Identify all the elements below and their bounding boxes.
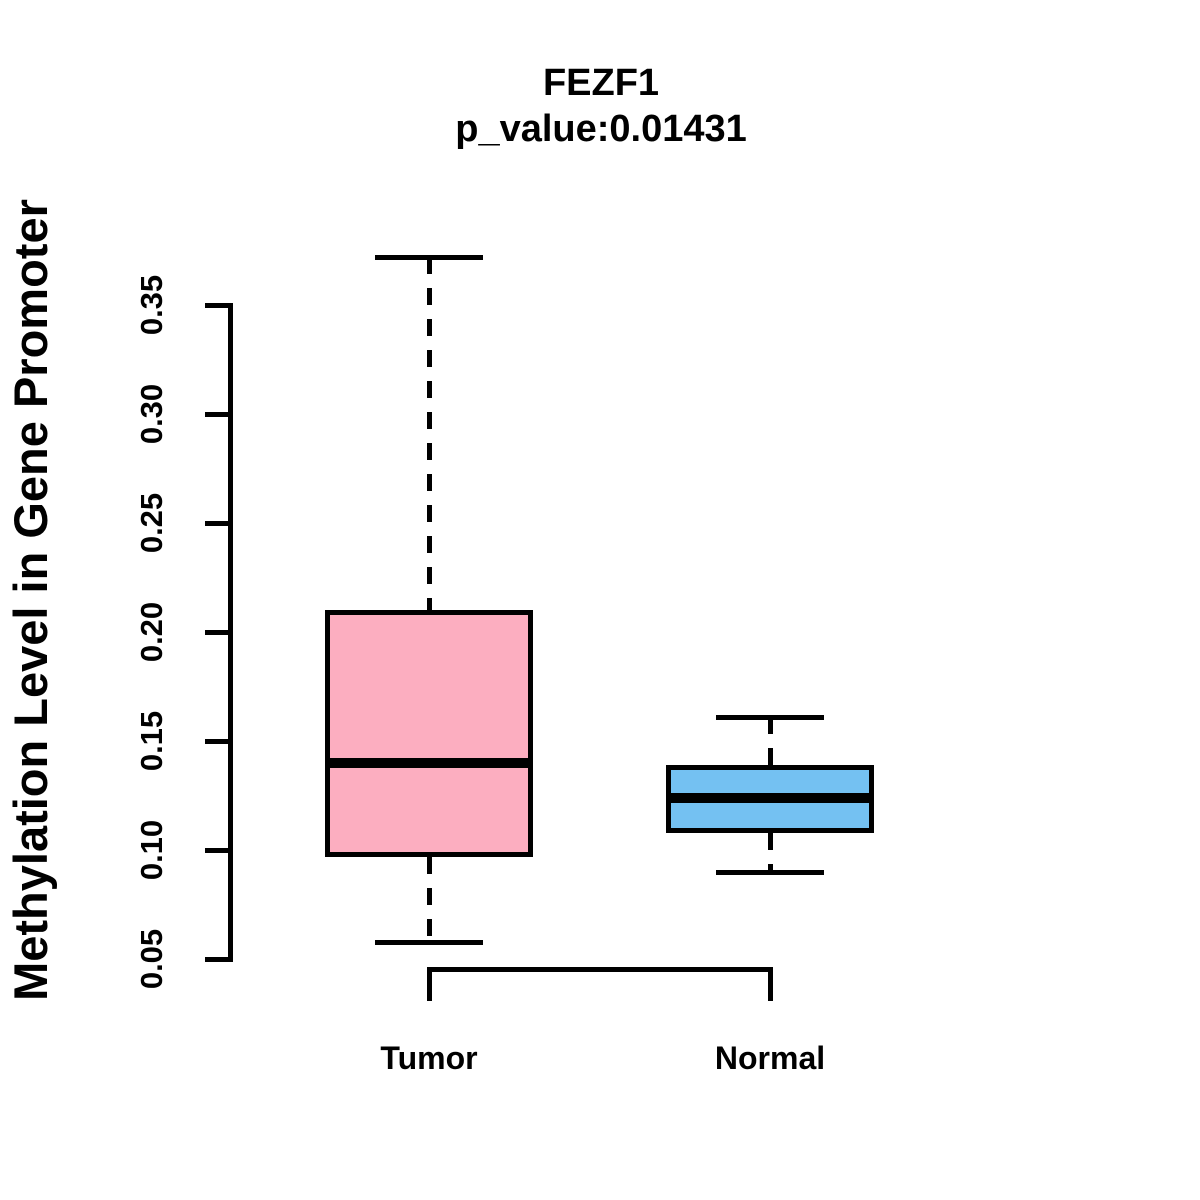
chart-title: FEZF1 p_value:0.01431	[231, 60, 971, 152]
y-axis-tick	[205, 412, 228, 417]
y-axis-tick	[205, 848, 228, 853]
upper-whisker	[768, 717, 773, 765]
x-axis-tick	[427, 967, 432, 1001]
median-line-normal	[666, 793, 874, 803]
gene-name-title: FEZF1	[542, 62, 660, 104]
y-axis-label: Methylation Level in Gene Promoter	[4, 199, 57, 1001]
upper-whisker-cap	[716, 715, 824, 720]
y-axis-tick-label: 0.35	[134, 274, 169, 336]
y-axis-tick	[205, 521, 228, 526]
x-axis-line	[427, 967, 773, 972]
upper-whisker-cap	[375, 255, 483, 260]
y-axis-tick	[205, 303, 228, 308]
lower-whisker-cap	[375, 940, 483, 945]
x-axis-tick	[768, 967, 773, 1001]
upper-whisker	[427, 257, 432, 610]
y-axis-tick	[205, 630, 228, 635]
median-line-tumor	[325, 758, 533, 768]
y-axis-tick	[205, 739, 228, 744]
y-axis-tick	[205, 957, 228, 962]
lower-whisker	[768, 833, 773, 872]
y-axis-line	[228, 303, 233, 962]
lower-whisker	[427, 857, 432, 942]
lower-whisker-cap	[716, 870, 824, 875]
p-value-subtitle: p_value:0.01431	[455, 108, 747, 150]
box-tumor	[325, 610, 533, 857]
x-label-normal: Normal	[714, 1040, 826, 1076]
x-label-tumor: Tumor	[380, 1040, 478, 1076]
